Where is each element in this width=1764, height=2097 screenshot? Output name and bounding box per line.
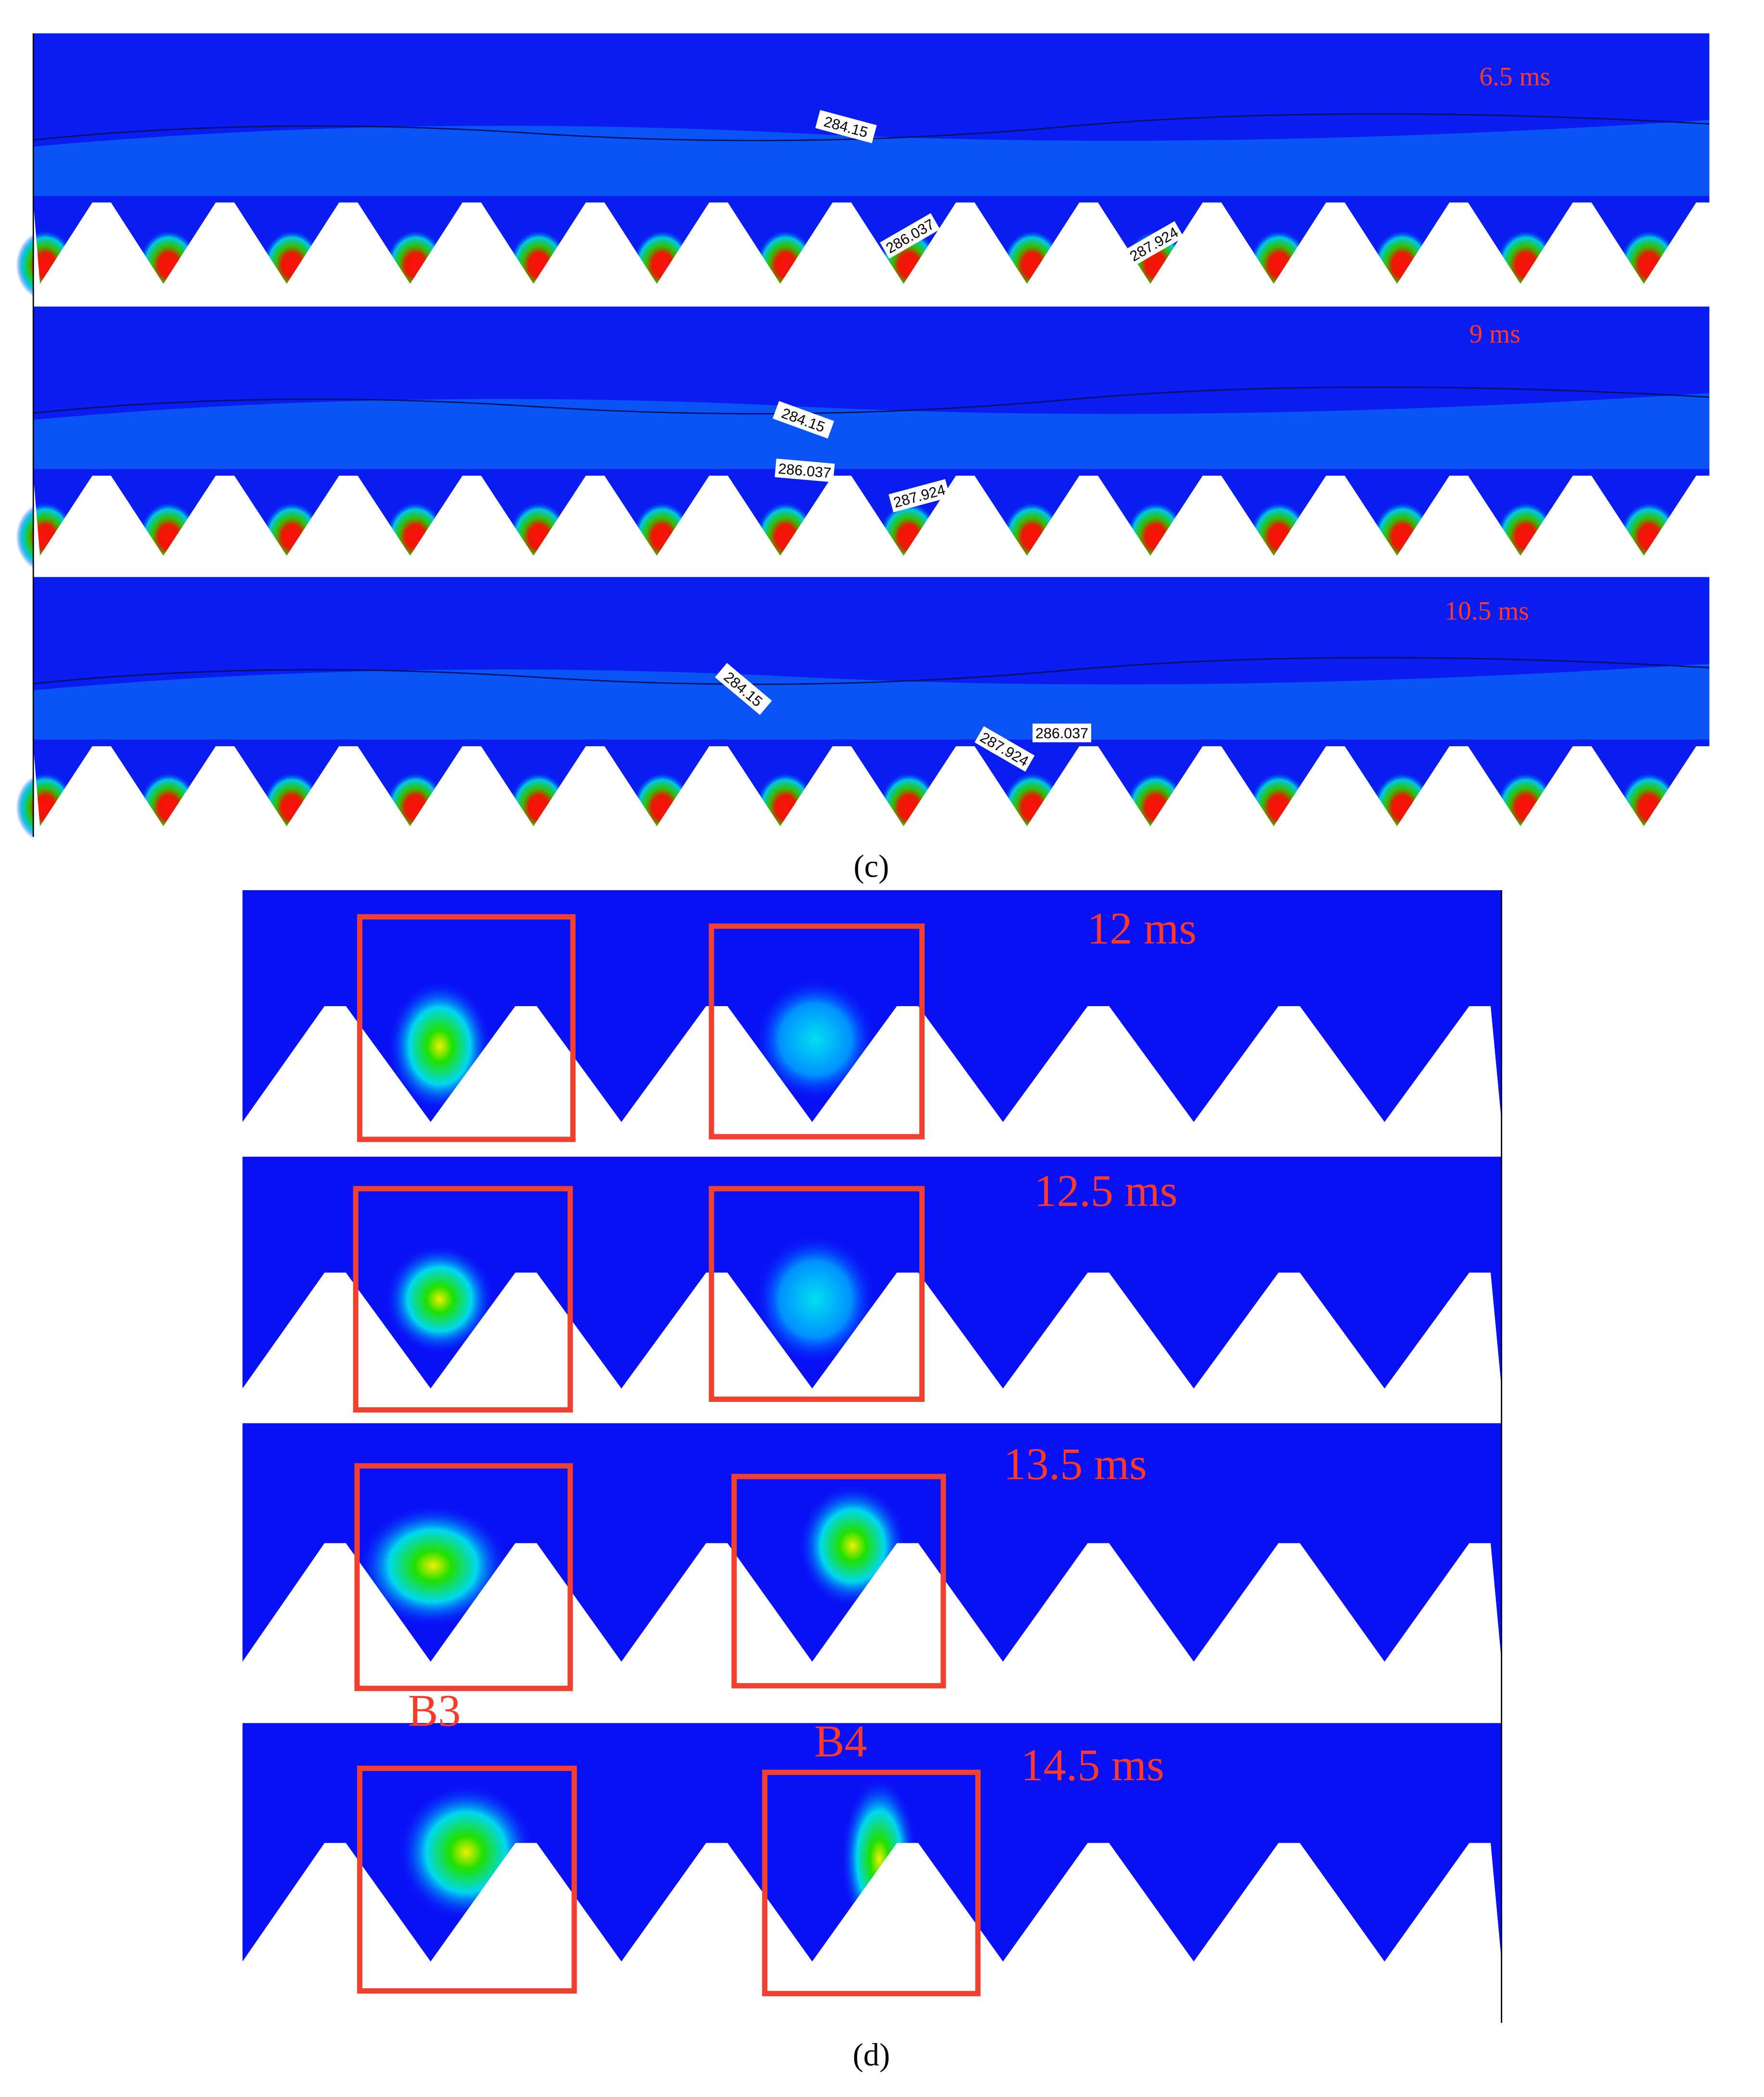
tooth-gap — [33, 202, 1710, 324]
caption: (d) — [853, 2038, 890, 2073]
highlight-box — [731, 1474, 946, 1689]
time-label: 6.5 ms — [1480, 62, 1551, 91]
contour-line — [33, 386, 1710, 414]
contour-band — [33, 120, 1710, 196]
hot-spot — [386, 1246, 493, 1353]
time-label: 10.5 ms — [1445, 596, 1529, 625]
contour-label-group: 286.037 — [774, 458, 835, 482]
contour-label-bg — [715, 663, 772, 715]
contour-label-bg — [1123, 221, 1184, 267]
highlight-box — [357, 1765, 577, 1994]
hot-spot — [755, 979, 876, 1100]
highlight-box — [708, 1186, 925, 1402]
highlight-box — [762, 1770, 981, 1996]
tooth-gap — [33, 746, 1710, 867]
field — [242, 890, 1502, 1122]
tooth-gap — [33, 476, 1710, 596]
contour-label-bg — [888, 479, 950, 513]
tooth-gap — [242, 1543, 1502, 1699]
time-label: 9 ms — [1469, 319, 1520, 348]
contour-label-bg — [773, 401, 835, 439]
contour-label-bg — [880, 213, 940, 259]
contour-label-bg — [1032, 724, 1092, 742]
tooth-gap — [242, 1272, 1502, 1426]
time-label: 14.5 ms — [1021, 1740, 1164, 1790]
highlight-box — [357, 914, 576, 1142]
box-label: B3 — [408, 1686, 461, 1736]
time-label: 12 ms — [1087, 904, 1197, 954]
highlight-box — [708, 923, 925, 1139]
contour-line — [33, 657, 1710, 685]
tooth-gap — [242, 1006, 1502, 1160]
contour-label-bg — [815, 110, 877, 143]
time-label: 12.5 ms — [1034, 1166, 1178, 1216]
hot-spot — [755, 1235, 876, 1363]
contour-label-group: 286.037 — [1032, 724, 1092, 742]
highlight-box — [354, 1463, 573, 1691]
contour-band — [33, 663, 1710, 740]
contour-label: 286.037 — [1035, 725, 1088, 742]
caption: (c) — [853, 849, 889, 884]
time-label: 13.5 ms — [1004, 1439, 1147, 1489]
field — [242, 1156, 1502, 1389]
tooth-gap — [242, 1843, 1502, 1994]
contour-band — [33, 393, 1710, 469]
box-label: B4 — [814, 1716, 867, 1766]
contour-label-bg — [774, 458, 835, 482]
contour-label-bg — [974, 726, 1035, 772]
contour-line — [33, 113, 1710, 142]
hot-spot — [360, 1506, 506, 1626]
highlight-box — [353, 1186, 573, 1413]
